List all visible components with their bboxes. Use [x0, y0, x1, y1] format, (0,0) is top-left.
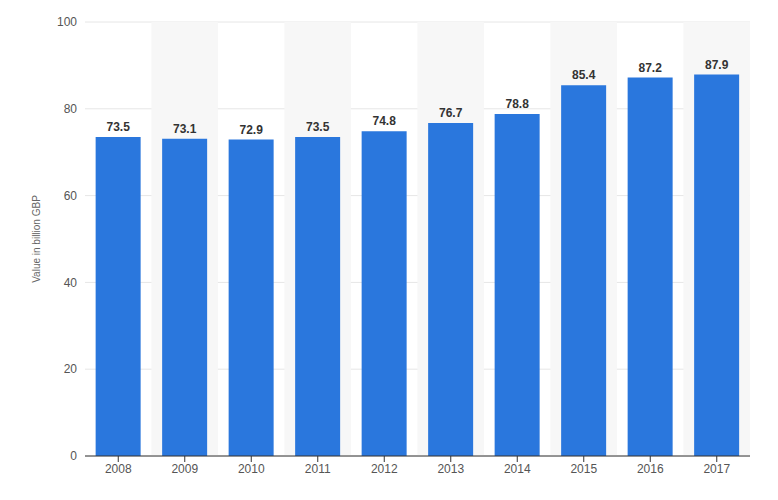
svg-text:73.5: 73.5	[106, 120, 130, 134]
svg-text:2011: 2011	[305, 462, 331, 476]
svg-text:100: 100	[57, 15, 77, 29]
svg-text:85.4: 85.4	[572, 68, 596, 82]
svg-text:60: 60	[64, 189, 78, 203]
svg-text:20: 20	[64, 362, 78, 376]
svg-text:40: 40	[64, 276, 78, 290]
svg-text:87.2: 87.2	[638, 61, 662, 75]
svg-text:2013: 2013	[437, 462, 464, 476]
svg-text:2017: 2017	[703, 462, 730, 476]
svg-text:72.9: 72.9	[239, 123, 263, 137]
svg-text:0: 0	[70, 449, 77, 463]
svg-text:78.8: 78.8	[505, 97, 529, 111]
svg-text:2012: 2012	[371, 462, 398, 476]
svg-text:2008: 2008	[105, 462, 132, 476]
svg-text:74.8: 74.8	[372, 114, 396, 128]
svg-text:2015: 2015	[570, 462, 597, 476]
svg-text:2016: 2016	[637, 462, 664, 476]
svg-text:2014: 2014	[504, 462, 531, 476]
svg-text:80: 80	[64, 102, 78, 116]
svg-text:2010: 2010	[238, 462, 265, 476]
svg-text:2009: 2009	[171, 462, 198, 476]
svg-text:73.5: 73.5	[306, 120, 330, 134]
svg-text:87.9: 87.9	[705, 58, 729, 72]
svg-text:76.7: 76.7	[439, 106, 463, 120]
svg-text:73.1: 73.1	[173, 122, 197, 136]
svg-text:Value in billion GBP: Value in billion GBP	[31, 195, 42, 283]
